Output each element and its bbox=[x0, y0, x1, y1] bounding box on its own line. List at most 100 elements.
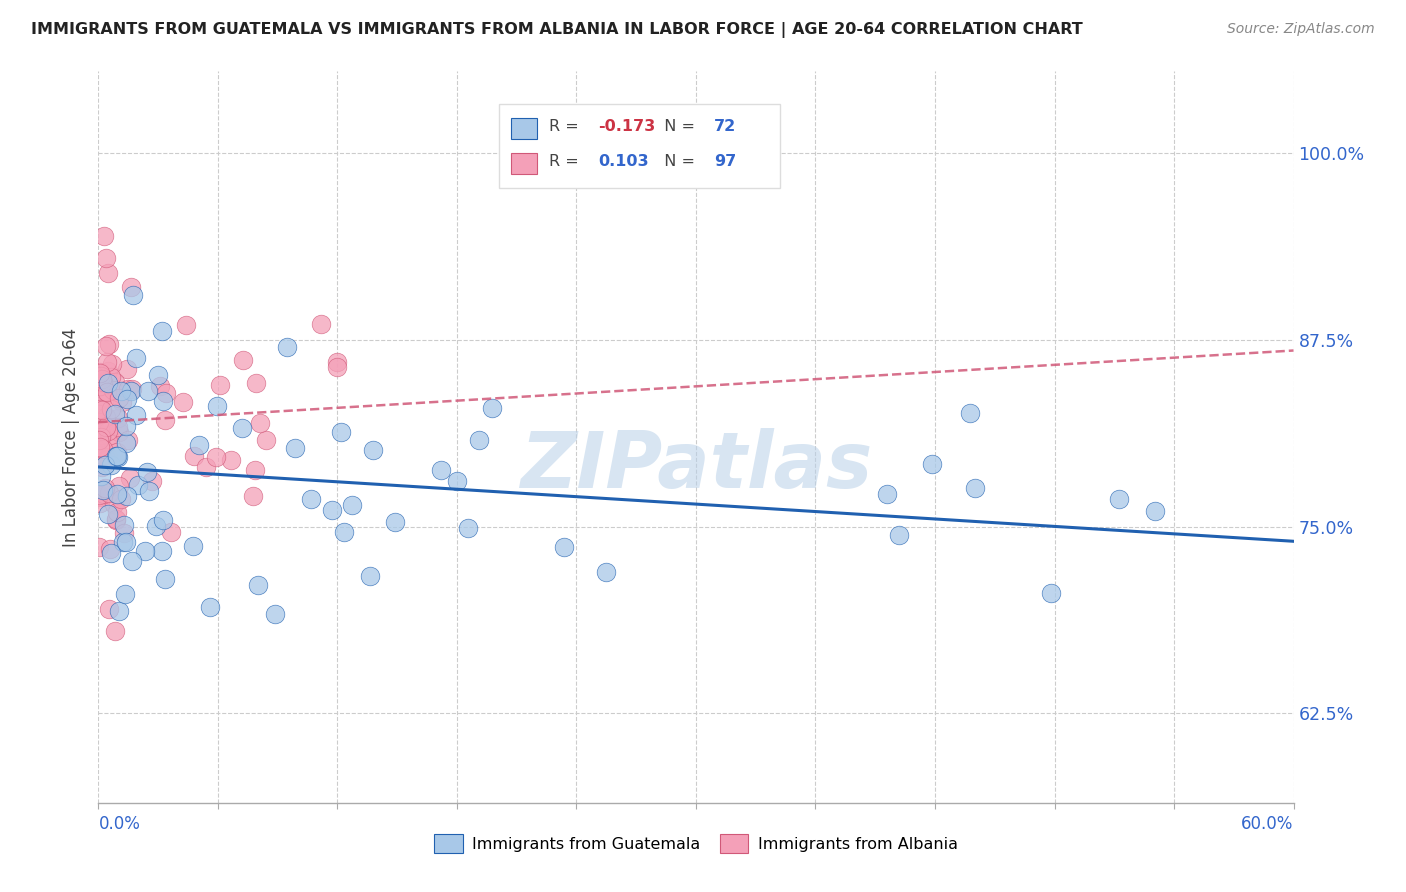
Point bbox=[127, 478, 149, 492]
Text: IMMIGRANTS FROM GUATEMALA VS IMMIGRANTS FROM ALBANIA IN LABOR FORCE | AGE 20-64 : IMMIGRANTS FROM GUATEMALA VS IMMIGRANTS … bbox=[31, 22, 1083, 38]
Point bbox=[887, 528, 910, 542]
Point bbox=[198, 599, 221, 614]
Point bbox=[89, 415, 111, 429]
Point bbox=[153, 572, 176, 586]
FancyBboxPatch shape bbox=[510, 119, 537, 139]
Point bbox=[1144, 504, 1167, 518]
Point bbox=[94, 453, 117, 467]
Point bbox=[89, 434, 111, 448]
Point bbox=[1108, 491, 1130, 506]
Point bbox=[150, 324, 173, 338]
Point bbox=[205, 399, 228, 413]
Point bbox=[104, 375, 127, 389]
Point bbox=[100, 369, 122, 384]
Point bbox=[172, 395, 194, 409]
Point bbox=[105, 505, 128, 519]
Point bbox=[104, 512, 127, 526]
Point bbox=[97, 266, 120, 280]
Point bbox=[245, 376, 267, 390]
Point bbox=[876, 487, 898, 501]
Point bbox=[107, 449, 129, 463]
Point bbox=[89, 367, 111, 381]
Point bbox=[115, 362, 138, 376]
Text: 0.103: 0.103 bbox=[598, 153, 648, 169]
Point bbox=[94, 481, 117, 495]
Point bbox=[94, 419, 117, 434]
Point bbox=[90, 372, 112, 386]
Point bbox=[146, 368, 169, 383]
Point bbox=[309, 317, 332, 331]
Text: N =: N = bbox=[654, 119, 700, 134]
Point bbox=[246, 577, 269, 591]
Point bbox=[90, 468, 112, 483]
Point bbox=[104, 383, 127, 397]
Point bbox=[90, 368, 112, 383]
Point bbox=[340, 498, 363, 512]
Point bbox=[384, 516, 406, 530]
Point bbox=[332, 524, 354, 539]
Point bbox=[107, 425, 129, 439]
Point bbox=[145, 519, 167, 533]
Point bbox=[91, 375, 114, 389]
Point bbox=[96, 384, 118, 399]
Point bbox=[97, 336, 120, 351]
Point bbox=[183, 450, 205, 464]
Point bbox=[93, 419, 115, 434]
Point bbox=[93, 228, 115, 243]
Point bbox=[125, 351, 148, 365]
Point bbox=[94, 410, 117, 425]
Point bbox=[100, 357, 122, 371]
Point bbox=[181, 539, 204, 553]
Point bbox=[89, 376, 111, 390]
Point bbox=[90, 403, 112, 417]
Point bbox=[299, 491, 322, 506]
Point bbox=[194, 459, 217, 474]
Point bbox=[264, 607, 287, 621]
Point bbox=[89, 401, 111, 416]
Point bbox=[96, 251, 118, 265]
Point bbox=[91, 458, 114, 472]
Text: 72: 72 bbox=[714, 119, 737, 134]
Point bbox=[553, 540, 575, 554]
Point bbox=[208, 378, 231, 392]
Point bbox=[100, 458, 122, 472]
Point bbox=[326, 354, 349, 368]
Point bbox=[359, 569, 381, 583]
Point bbox=[89, 434, 111, 448]
Point bbox=[187, 437, 209, 451]
Point bbox=[104, 407, 127, 421]
Point bbox=[100, 546, 122, 560]
Point bbox=[94, 450, 117, 464]
Point bbox=[117, 382, 139, 396]
Point bbox=[100, 541, 122, 556]
Text: Source: ZipAtlas.com: Source: ZipAtlas.com bbox=[1227, 22, 1375, 37]
Point bbox=[150, 544, 173, 558]
Point bbox=[97, 376, 120, 391]
Point bbox=[321, 503, 343, 517]
Point bbox=[104, 624, 127, 639]
Point bbox=[155, 386, 177, 401]
Point bbox=[105, 445, 128, 459]
Point bbox=[97, 424, 120, 438]
Point bbox=[159, 524, 181, 539]
Point bbox=[138, 484, 160, 499]
Point bbox=[249, 416, 271, 430]
Point bbox=[97, 429, 120, 443]
Point bbox=[96, 339, 118, 353]
Point bbox=[114, 587, 136, 601]
Point bbox=[174, 318, 197, 332]
Point bbox=[89, 368, 111, 383]
Point bbox=[118, 471, 141, 485]
Point bbox=[152, 394, 174, 409]
Point bbox=[276, 340, 298, 354]
Point bbox=[254, 433, 277, 447]
Point bbox=[90, 428, 112, 442]
Point bbox=[89, 365, 111, 379]
Point bbox=[430, 462, 453, 476]
Text: 0.0%: 0.0% bbox=[98, 814, 141, 833]
Text: N =: N = bbox=[654, 153, 700, 169]
Point bbox=[97, 434, 120, 448]
Point bbox=[141, 475, 163, 489]
Point bbox=[117, 433, 139, 447]
Point bbox=[242, 489, 264, 503]
